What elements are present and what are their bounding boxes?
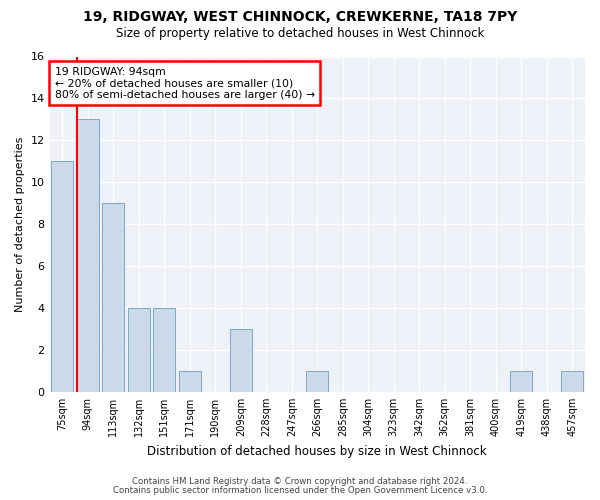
Text: Contains HM Land Registry data © Crown copyright and database right 2024.: Contains HM Land Registry data © Crown c… xyxy=(132,477,468,486)
Bar xyxy=(307,371,328,392)
Text: 19, RIDGWAY, WEST CHINNOCK, CREWKERNE, TA18 7PY: 19, RIDGWAY, WEST CHINNOCK, CREWKERNE, T… xyxy=(83,10,517,24)
X-axis label: Distribution of detached houses by size in West Chinnock: Distribution of detached houses by size … xyxy=(148,444,487,458)
Bar xyxy=(128,308,149,392)
Text: Contains public sector information licensed under the Open Government Licence v3: Contains public sector information licen… xyxy=(113,486,487,495)
Bar xyxy=(179,371,200,392)
Bar xyxy=(77,120,98,392)
Bar xyxy=(52,162,73,392)
Y-axis label: Number of detached properties: Number of detached properties xyxy=(15,136,25,312)
Text: Size of property relative to detached houses in West Chinnock: Size of property relative to detached ho… xyxy=(116,28,484,40)
Bar xyxy=(511,371,532,392)
Text: 19 RIDGWAY: 94sqm
← 20% of detached houses are smaller (10)
80% of semi-detached: 19 RIDGWAY: 94sqm ← 20% of detached hous… xyxy=(55,66,315,100)
Bar xyxy=(154,308,175,392)
Bar xyxy=(230,329,251,392)
Bar xyxy=(562,371,583,392)
Bar xyxy=(103,204,124,392)
